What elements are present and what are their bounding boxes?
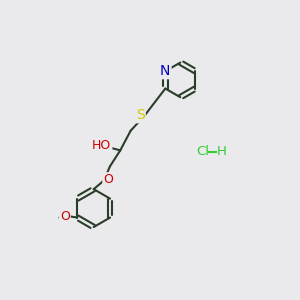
Text: N: N xyxy=(160,64,170,78)
Text: O: O xyxy=(60,210,70,223)
Text: H: H xyxy=(217,145,227,158)
Text: HO: HO xyxy=(92,139,111,152)
Text: S: S xyxy=(136,108,145,122)
Text: Cl: Cl xyxy=(196,145,209,158)
Text: O: O xyxy=(103,173,113,186)
